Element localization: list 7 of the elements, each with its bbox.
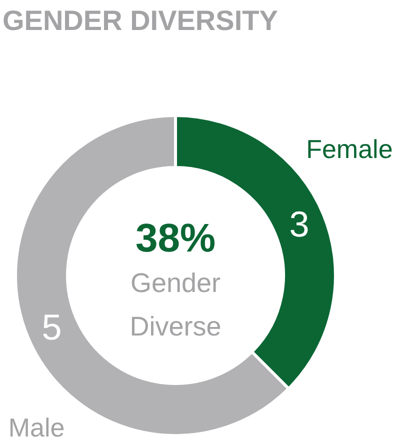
data-label: 5: [42, 306, 62, 348]
text: Gender Diverse: [130, 268, 222, 342]
text: 38%: [135, 216, 216, 260]
slice-label: Female: [306, 134, 393, 164]
chart-title: GENDER DIVERSITY: [2, 5, 278, 36]
data-label: 3: [289, 204, 310, 245]
slice-label: Male: [8, 412, 65, 443]
